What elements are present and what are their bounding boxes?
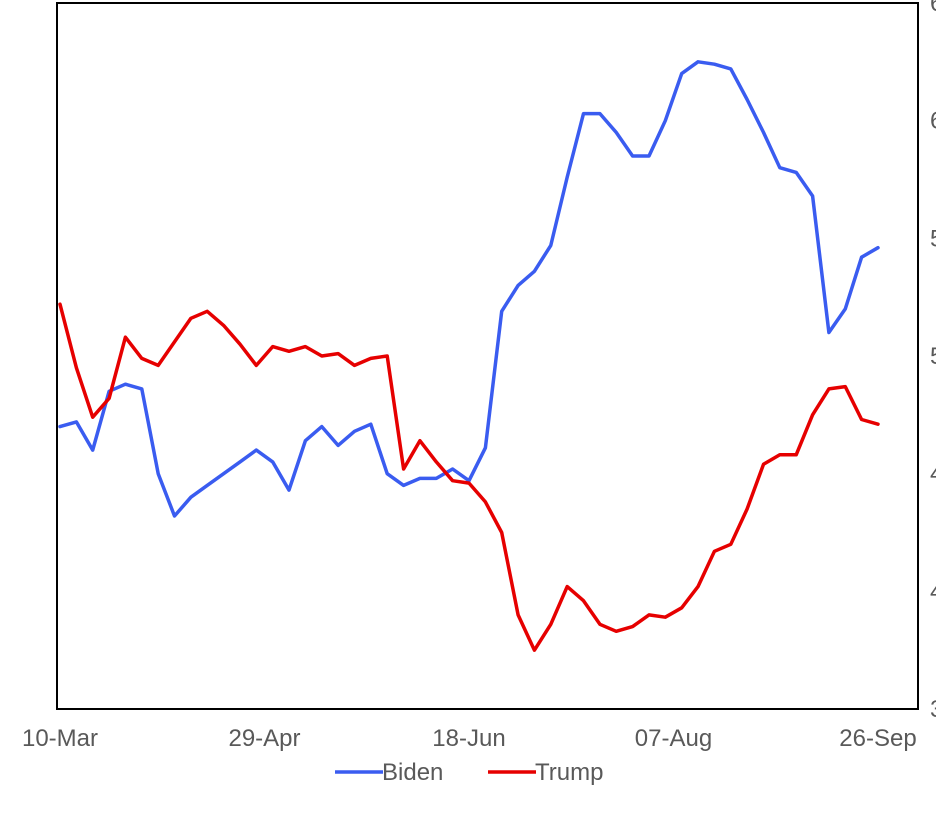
legend: Biden Trump — [335, 759, 603, 786]
legend-label-trump: Trump — [535, 759, 603, 786]
y-tick-label: 55 — [930, 225, 936, 252]
y-tick-label: 60 — [930, 108, 936, 135]
x-tick-label: 18-Jun — [432, 725, 505, 752]
y-tick-label: 65 — [930, 0, 936, 17]
x-tick-label: 07-Aug — [635, 725, 712, 752]
y-tick-label: 45 — [930, 461, 936, 488]
x-tick-label: 26-Sep — [839, 725, 916, 752]
x-axis-ticks: 10-Mar 29-Apr 18-Jun 07-Aug 26-Sep — [22, 725, 917, 752]
series-layer — [58, 60, 880, 652]
series-line-trump — [58, 302, 880, 652]
x-tick-label: 29-Apr — [228, 725, 300, 752]
x-tick-label: 10-Mar — [22, 725, 98, 752]
y-axis-ticks: 35 40 45 50 55 60 65 — [930, 0, 936, 723]
legend-label-biden: Biden — [382, 759, 443, 786]
y-tick-label: 40 — [930, 578, 936, 605]
plot-area-frame — [56, 2, 919, 710]
y-tick-label: 50 — [930, 343, 936, 370]
series-line-biden — [58, 60, 880, 518]
y-tick-label: 35 — [930, 696, 936, 723]
